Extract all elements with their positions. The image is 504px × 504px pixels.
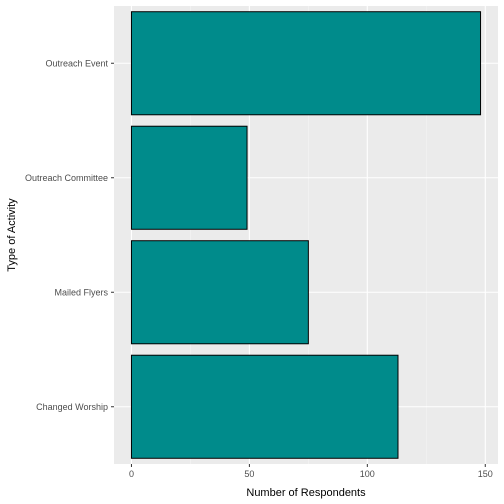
x-tick-label: 150 — [478, 469, 493, 479]
bars — [130, 11, 482, 459]
x-tick-label: 100 — [360, 469, 375, 479]
y-tick-label: Mailed Flyers — [54, 287, 108, 297]
x-tick-label: 0 — [129, 469, 134, 479]
x-axis: 0 50 100 150 — [129, 464, 493, 479]
x-axis-title: Number of Respondents — [246, 487, 366, 499]
bar-outreach-event — [130, 11, 482, 116]
y-tick-label: Outreach Committee — [25, 173, 108, 183]
bar-changed-worship — [130, 354, 399, 459]
bar-mailed-flyers — [130, 240, 309, 345]
y-axis-title: Type of Activity — [6, 198, 18, 272]
y-tick-label: Outreach Event — [45, 58, 108, 68]
y-tick-label: Changed Worship — [36, 402, 108, 412]
x-tick-label: 50 — [244, 469, 254, 479]
y-axis: Changed Worship Mailed Flyers Outreach Com… — [25, 58, 114, 412]
bar-outreach-committee — [130, 125, 248, 230]
